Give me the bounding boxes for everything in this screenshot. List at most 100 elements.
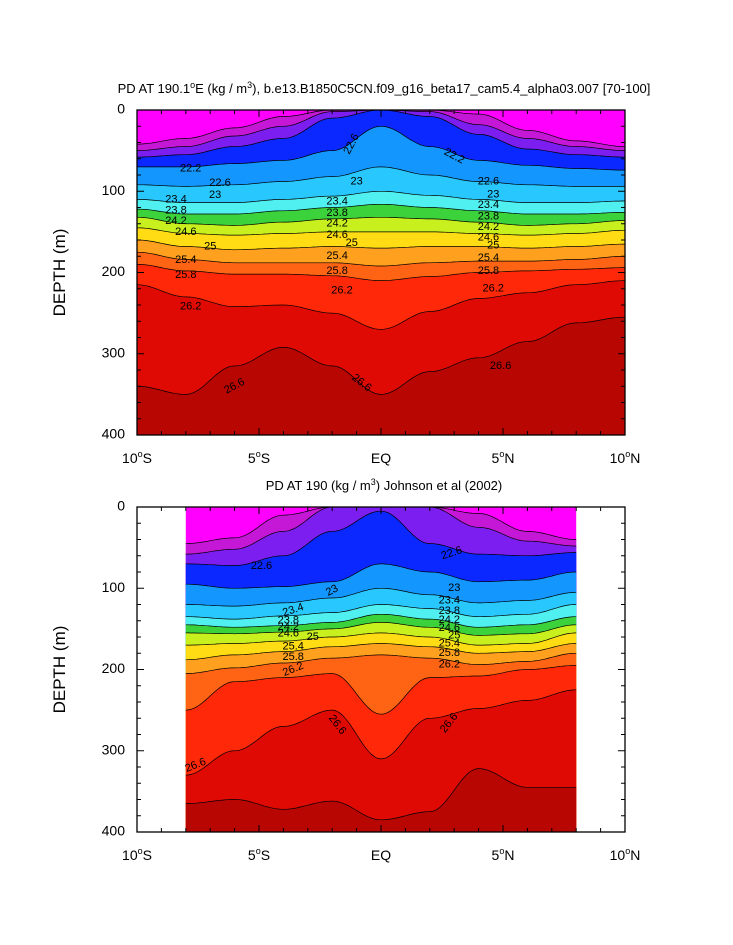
svg-text:25: 25 (204, 240, 216, 252)
contour-label: 23 (209, 189, 221, 201)
contour-label: 25 (487, 240, 499, 252)
contour-line-25.8 (137, 264, 625, 281)
contour-line-25.4 (185, 643, 577, 661)
contour-line-26.2 (137, 280, 625, 330)
svg-text:22.6: 22.6 (209, 177, 230, 189)
svg-text:26.2: 26.2 (180, 301, 201, 313)
svg-text:26.6: 26.6 (490, 360, 511, 372)
y-tick-label: 300 (102, 741, 126, 757)
contour-line-25 (137, 239, 625, 251)
contour-line-23.4 (185, 587, 577, 607)
contour-label: 23.4 (478, 199, 499, 211)
contour-label: 23.8 (326, 207, 347, 219)
svg-text:24.6: 24.6 (326, 229, 347, 241)
contour-label: 24.2 (278, 621, 299, 633)
contour-label: 24.2 (326, 218, 347, 230)
svg-text:23: 23 (448, 582, 460, 594)
y-tick-label: 400 (102, 823, 126, 839)
contour-label: 24.6 (278, 628, 299, 640)
contour-label: 23.4 (165, 193, 186, 205)
x-tick-label: 10oN (610, 449, 641, 466)
svg-text:22.2: 22.2 (180, 162, 201, 174)
svg-text:25: 25 (346, 237, 358, 249)
contour-line-23.8 (185, 604, 577, 620)
contour-label: 22.6 (478, 175, 499, 187)
contour-label: 25 (346, 237, 358, 249)
contour-line-24.6 (185, 622, 577, 636)
contour-label: 23.8 (165, 205, 186, 217)
contour-label: 25.4 (439, 637, 460, 649)
svg-text:24.2: 24.2 (326, 218, 347, 230)
svg-text:24.6: 24.6 (175, 226, 196, 238)
x-tick-label: 5oS (248, 449, 270, 466)
contour-label: 25.4 (175, 254, 196, 266)
contour-line-23.8 (137, 203, 625, 215)
contour-line-26.6 (137, 316, 625, 395)
contour-line-22.2 (137, 110, 625, 158)
contour-label: 25.8 (439, 647, 460, 659)
contour-line-26.8 (185, 768, 577, 821)
svg-text:26.2: 26.2 (331, 284, 352, 296)
chart-title: PD AT 190.1oE (kg / m3), b.e13.B1850C5CN… (118, 80, 651, 96)
contour-label: 24.2 (478, 221, 499, 233)
svg-text:26.2: 26.2 (482, 283, 503, 295)
y-tick-label: 0 (117, 498, 125, 514)
svg-text:23: 23 (209, 189, 221, 201)
contour-label: 22.6 (251, 560, 272, 572)
svg-text:25.4: 25.4 (326, 250, 347, 262)
contour-label: 26.2 (331, 284, 352, 296)
svg-text:24.2: 24.2 (278, 621, 299, 633)
y-tick-label: 200 (102, 660, 126, 676)
svg-text:23.4: 23.4 (165, 193, 186, 205)
contour-line-25.8 (185, 652, 577, 674)
contour-label: 25.8 (175, 269, 196, 281)
contour-line-22.2 (185, 507, 577, 555)
contour-line-24.2 (185, 613, 577, 628)
x-tick-label: 10oS (122, 449, 152, 466)
contour-label: 23.8 (439, 605, 460, 617)
svg-text:25.4: 25.4 (175, 254, 196, 266)
svg-text:25: 25 (487, 240, 499, 252)
y-tick-label: 0 (117, 101, 125, 117)
contour-line-22.6 (137, 125, 625, 171)
contour-label: 23 (448, 582, 460, 594)
x-tick-label: 5oS (248, 846, 270, 863)
svg-text:25.4: 25.4 (439, 637, 460, 649)
svg-text:25.8: 25.8 (478, 265, 499, 277)
contour-label: 25.4 (326, 250, 347, 262)
contour-label: 23.8 (478, 210, 499, 222)
x-tick-label: 5oN (492, 449, 515, 466)
svg-text:25.8: 25.8 (282, 651, 303, 663)
svg-text:24.6: 24.6 (278, 628, 299, 640)
x-tick-label: EQ (371, 450, 391, 466)
x-tick-label: EQ (371, 847, 391, 863)
svg-text:24.6: 24.6 (478, 232, 499, 244)
band-sigma-26.8 (185, 768, 577, 832)
svg-text:22.6: 22.6 (478, 175, 499, 187)
contour-label: 26.2 (482, 283, 503, 295)
svg-text:25: 25 (307, 631, 319, 643)
contour-label: 23 (350, 175, 362, 187)
x-tick-label: 10oS (122, 846, 152, 863)
y-axis-label: DEPTH (m) (50, 229, 69, 317)
contour-label: 23.8 (278, 615, 299, 627)
contour-label: 25.8 (282, 651, 303, 663)
svg-text:25.4: 25.4 (282, 641, 303, 653)
contour-line-21.4 (137, 110, 625, 147)
svg-text:23.4: 23.4 (439, 594, 460, 606)
contour-line-24.6 (137, 227, 625, 236)
x-tick-label: 5oN (492, 846, 515, 863)
contour-label: 23.4 (439, 594, 460, 606)
svg-text:23: 23 (350, 175, 362, 187)
svg-text:23.8: 23.8 (165, 205, 186, 217)
y-tick-label: 400 (102, 426, 126, 442)
contour-label: 26.6 (490, 360, 511, 372)
svg-text:25.8: 25.8 (326, 265, 347, 277)
y-axis-label: DEPTH (m) (50, 626, 69, 714)
contour-line-23 (185, 563, 577, 589)
y-tick-label: 100 (102, 182, 126, 198)
contour-label: 24.6 (326, 229, 347, 241)
y-tick-label: 300 (102, 344, 126, 360)
